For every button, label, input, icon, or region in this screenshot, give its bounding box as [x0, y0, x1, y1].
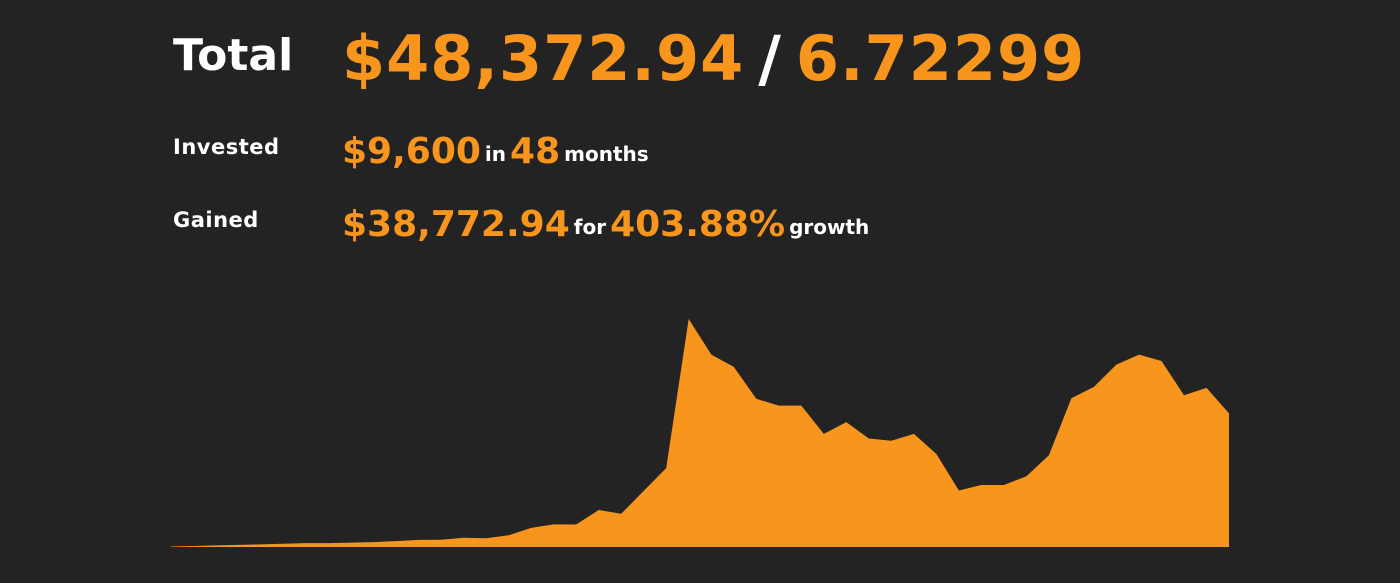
total-label: Total: [173, 30, 294, 81]
invested-months: 48: [510, 131, 561, 172]
total-value: $48,372.94: [342, 22, 745, 95]
area-series: [171, 319, 1229, 547]
invested-label: Invested: [173, 135, 280, 159]
invested-value: $9,600: [342, 131, 481, 172]
gained-value: $38,772.94: [342, 204, 570, 245]
gained-unit: growth: [789, 215, 870, 239]
gained-for-text: for: [573, 215, 607, 239]
total-line: $48,372.94/6.72299: [342, 22, 1085, 95]
gained-label: Gained: [173, 208, 259, 232]
gained-line: $38,772.94 for 403.88% growth: [342, 204, 873, 245]
gained-percent: 403.88%: [610, 204, 786, 245]
invested-unit: months: [564, 142, 649, 166]
invested-in-text: in: [484, 142, 507, 166]
total-separator: /: [758, 22, 782, 95]
total-units: 6.72299: [795, 22, 1086, 95]
invested-line: $9,600 in 48 months: [342, 131, 653, 172]
